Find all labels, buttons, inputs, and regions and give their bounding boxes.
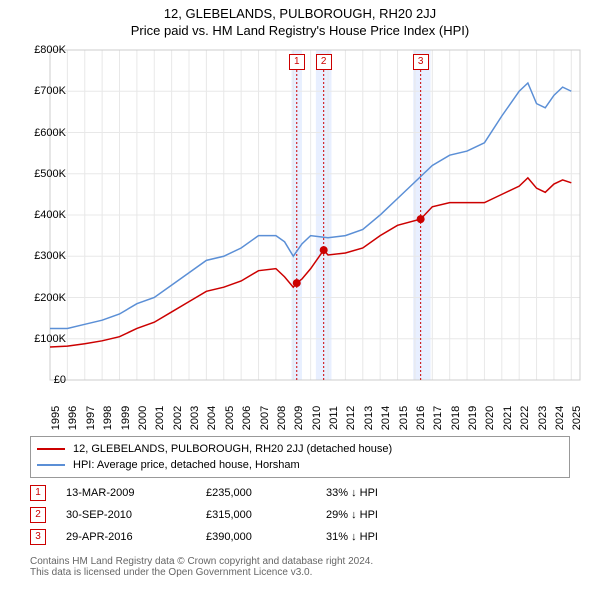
y-tick-label: £800K — [34, 44, 66, 56]
x-tick-label: 2008 — [276, 406, 288, 430]
x-tick-label: 2024 — [554, 406, 566, 430]
x-tick-label: 2001 — [154, 406, 166, 430]
x-tick-label: 1999 — [120, 406, 132, 430]
sales-marker-icon: 2 — [30, 507, 46, 523]
sales-price: £315,000 — [206, 509, 326, 521]
x-tick-label: 2018 — [450, 406, 462, 430]
sales-marker-icon: 1 — [30, 485, 46, 501]
sales-price: £390,000 — [206, 531, 326, 543]
x-tick-label: 2014 — [380, 406, 392, 430]
x-tick-label: 2012 — [345, 406, 357, 430]
x-tick-label: 1995 — [50, 406, 62, 430]
legend: 12, GLEBELANDS, PULBOROUGH, RH20 2JJ (de… — [30, 436, 570, 478]
sales-marker-icon: 3 — [30, 529, 46, 545]
x-tick-label: 2000 — [137, 406, 149, 430]
sales-date: 13-MAR-2009 — [66, 487, 206, 499]
sale-marker-box: 2 — [316, 54, 332, 70]
x-tick-label: 1996 — [67, 406, 79, 430]
footer: Contains HM Land Registry data © Crown c… — [30, 556, 570, 578]
x-tick-label: 2013 — [363, 406, 375, 430]
x-tick-label: 2015 — [398, 406, 410, 430]
sales-table: 1 13-MAR-2009 £235,000 33% ↓ HPI 2 30-SE… — [30, 482, 570, 548]
x-tick-label: 2025 — [571, 406, 583, 430]
y-tick-label: £400K — [34, 209, 66, 221]
y-tick-label: £300K — [34, 250, 66, 262]
sales-date: 29-APR-2016 — [66, 531, 206, 543]
x-tick-label: 2007 — [259, 406, 271, 430]
y-tick-label: £500K — [34, 168, 66, 180]
y-tick-label: £100K — [34, 333, 66, 345]
x-tick-label: 2011 — [328, 406, 340, 430]
x-tick-label: 2022 — [519, 406, 531, 430]
y-tick-label: £700K — [34, 85, 66, 97]
x-tick-label: 1998 — [102, 406, 114, 430]
sales-row: 3 29-APR-2016 £390,000 31% ↓ HPI — [30, 526, 570, 548]
x-tick-label: 2006 — [241, 406, 253, 430]
footer-line2: This data is licensed under the Open Gov… — [30, 567, 570, 578]
legend-swatch — [37, 448, 65, 450]
y-tick-label: £600K — [34, 127, 66, 139]
x-tick-label: 2017 — [432, 406, 444, 430]
footer-line1: Contains HM Land Registry data © Crown c… — [30, 556, 570, 567]
legend-item-hpi: HPI: Average price, detached house, Hors… — [37, 457, 563, 473]
legend-label: 12, GLEBELANDS, PULBOROUGH, RH20 2JJ (de… — [73, 443, 392, 455]
legend-swatch — [37, 464, 65, 466]
x-tick-label: 2003 — [189, 406, 201, 430]
sales-diff: 29% ↓ HPI — [326, 509, 446, 521]
x-tick-label: 2019 — [467, 406, 479, 430]
sale-marker-box: 1 — [289, 54, 305, 70]
y-tick-label: £200K — [34, 292, 66, 304]
sales-date: 30-SEP-2010 — [66, 509, 206, 521]
x-tick-label: 2005 — [224, 406, 236, 430]
x-tick-label: 2010 — [311, 406, 323, 430]
y-tick-label: £0 — [54, 374, 66, 386]
x-tick-label: 2016 — [415, 406, 427, 430]
x-tick-label: 2020 — [484, 406, 496, 430]
x-tick-label: 2002 — [172, 406, 184, 430]
sales-diff: 33% ↓ HPI — [326, 487, 446, 499]
x-tick-label: 2009 — [293, 406, 305, 430]
x-tick-label: 2021 — [502, 406, 514, 430]
x-tick-label: 2004 — [206, 406, 218, 430]
sale-marker-box: 3 — [413, 54, 429, 70]
legend-label: HPI: Average price, detached house, Hors… — [73, 459, 300, 471]
sales-diff: 31% ↓ HPI — [326, 531, 446, 543]
sales-row: 2 30-SEP-2010 £315,000 29% ↓ HPI — [30, 504, 570, 526]
sales-price: £235,000 — [206, 487, 326, 499]
x-tick-label: 2023 — [537, 406, 549, 430]
sales-row: 1 13-MAR-2009 £235,000 33% ↓ HPI — [30, 482, 570, 504]
chart-container: 12, GLEBELANDS, PULBOROUGH, RH20 2JJ Pri… — [0, 0, 600, 590]
legend-item-property: 12, GLEBELANDS, PULBOROUGH, RH20 2JJ (de… — [37, 441, 563, 457]
x-tick-label: 1997 — [85, 406, 97, 430]
